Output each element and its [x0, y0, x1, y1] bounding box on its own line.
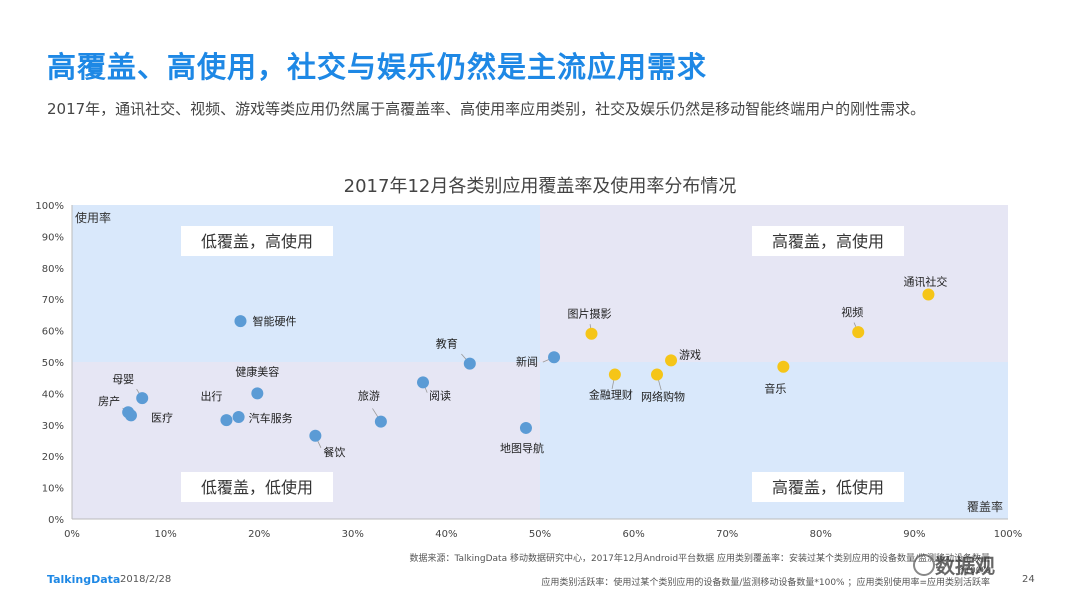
source-line-2: 应用类别活跃率：使用过某个类别应用的设备数量/监测移动设备数量*100% ；应用… — [541, 578, 990, 588]
data-label-音乐: 音乐 — [764, 382, 786, 396]
y-tick-label: 90% — [42, 232, 64, 243]
y-tick-label: 20% — [42, 452, 64, 463]
data-label-地图导航: 地图导航 — [500, 441, 544, 455]
data-point-新闻 — [548, 351, 561, 364]
data-point-出行 — [220, 414, 233, 427]
data-label-医疗: 医疗 — [151, 410, 173, 424]
page-title: 高覆盖、高使用，社交与娱乐仍然是主流应用需求 — [47, 50, 708, 84]
y-tick-label: 70% — [42, 295, 64, 306]
page-subtitle: 2017年，通讯社交、视频、游戏等类应用仍然属于高覆盖率、高使用率应用类别，社交… — [47, 100, 926, 118]
x-tick-label: 10% — [154, 529, 176, 540]
quadrant-label-bottom-right: 高覆盖，低使用 — [772, 478, 884, 497]
data-label-餐饮: 餐饮 — [323, 445, 345, 459]
data-label-健康美容: 健康美容 — [235, 364, 279, 378]
data-point-汽车服务 — [232, 410, 245, 423]
data-label-视频: 视频 — [841, 305, 863, 319]
quadrant-label-top-right: 高覆盖，高使用 — [772, 232, 884, 251]
data-point-金融理财 — [608, 368, 621, 381]
data-label-通讯社交: 通讯社交 — [903, 274, 947, 288]
page-number: 24 — [1022, 574, 1035, 585]
source-line-1: 数据来源：TalkingData 移动数据研究中心，2017年12月Androi… — [409, 554, 990, 576]
data-point-游戏 — [665, 354, 678, 367]
data-point-通讯社交 — [922, 288, 935, 301]
x-tick-label: 70% — [716, 529, 738, 540]
data-point-图片摄影 — [585, 327, 598, 340]
x-tick-label: 50% — [529, 529, 551, 540]
quadrant-label-bottom-right-box — [752, 472, 904, 502]
data-point-旅游 — [374, 415, 387, 428]
data-label-图片摄影: 图片摄影 — [567, 307, 611, 321]
data-point-母婴 — [136, 392, 149, 405]
x-tick-label: 80% — [810, 529, 832, 540]
quadrant-label-bottom-left-box — [181, 472, 333, 502]
data-point-医疗 — [124, 409, 137, 422]
y-axis-label: 使用率 — [75, 210, 111, 225]
data-label-阅读: 阅读 — [429, 388, 451, 402]
data-point-网络购物 — [651, 368, 663, 381]
data-point-音乐 — [777, 360, 790, 373]
y-tick-label: 60% — [42, 327, 64, 338]
quadrant-label-bottom-left: 低覆盖，低使用 — [201, 478, 313, 497]
report-date: 2018/2/28 — [120, 574, 172, 585]
data-label-游戏: 游戏 — [679, 348, 701, 361]
watermark: 数据观 — [935, 554, 995, 578]
x-tick-label: 20% — [248, 529, 270, 540]
quadrant-label-top-right-box — [752, 226, 904, 256]
data-point-健康美容 — [251, 387, 264, 400]
x-tick-label: 30% — [342, 529, 364, 540]
quadrant-label-top-left-box — [181, 226, 333, 256]
data-source-note: 数据来源：TalkingData 移动数据研究中心，2017年12月Androi… — [390, 553, 990, 589]
data-label-教育: 教育 — [436, 337, 458, 351]
x-axis-label: 覆盖率 — [967, 499, 1003, 514]
x-tick-label: 90% — [903, 529, 925, 540]
data-label-网络购物: 网络购物 — [641, 390, 685, 404]
data-point-智能硬件 — [234, 315, 247, 328]
data-label-金融理财: 金融理财 — [589, 388, 633, 402]
data-label-旅游: 旅游 — [358, 389, 380, 403]
data-point-地图导航 — [519, 421, 532, 434]
y-tick-label: 100% — [35, 201, 64, 212]
y-tick-label: 30% — [42, 421, 64, 432]
chart-title: 2017年12月各类别应用覆盖率及使用率分布情况 — [343, 176, 737, 197]
data-point-阅读 — [417, 376, 429, 389]
y-tick-label: 0% — [48, 515, 64, 526]
x-tick-label: 100% — [994, 529, 1023, 540]
quadrant-label-top-left: 低覆盖，高使用 — [201, 232, 313, 251]
data-label-智能硬件: 智能硬件 — [252, 314, 296, 328]
x-tick-label: 40% — [435, 529, 457, 540]
y-tick-label: 50% — [42, 358, 64, 369]
y-tick-label: 40% — [42, 389, 64, 400]
y-tick-label: 80% — [42, 264, 64, 275]
x-tick-label: 60% — [622, 529, 644, 540]
data-point-餐饮 — [309, 429, 322, 442]
data-label-房产: 房产 — [98, 394, 120, 408]
y-tick-label: 10% — [42, 484, 64, 495]
data-label-汽车服务: 汽车服务 — [249, 411, 293, 425]
data-point-视频 — [852, 326, 865, 339]
data-label-出行: 出行 — [200, 389, 222, 403]
data-point-教育 — [463, 357, 476, 370]
x-tick-label: 0% — [64, 529, 80, 540]
brand-logo: TalkingData — [47, 573, 121, 586]
watermark-icon — [913, 554, 935, 576]
data-label-新闻: 新闻 — [516, 354, 538, 368]
data-label-母婴: 母婴 — [112, 373, 134, 386]
